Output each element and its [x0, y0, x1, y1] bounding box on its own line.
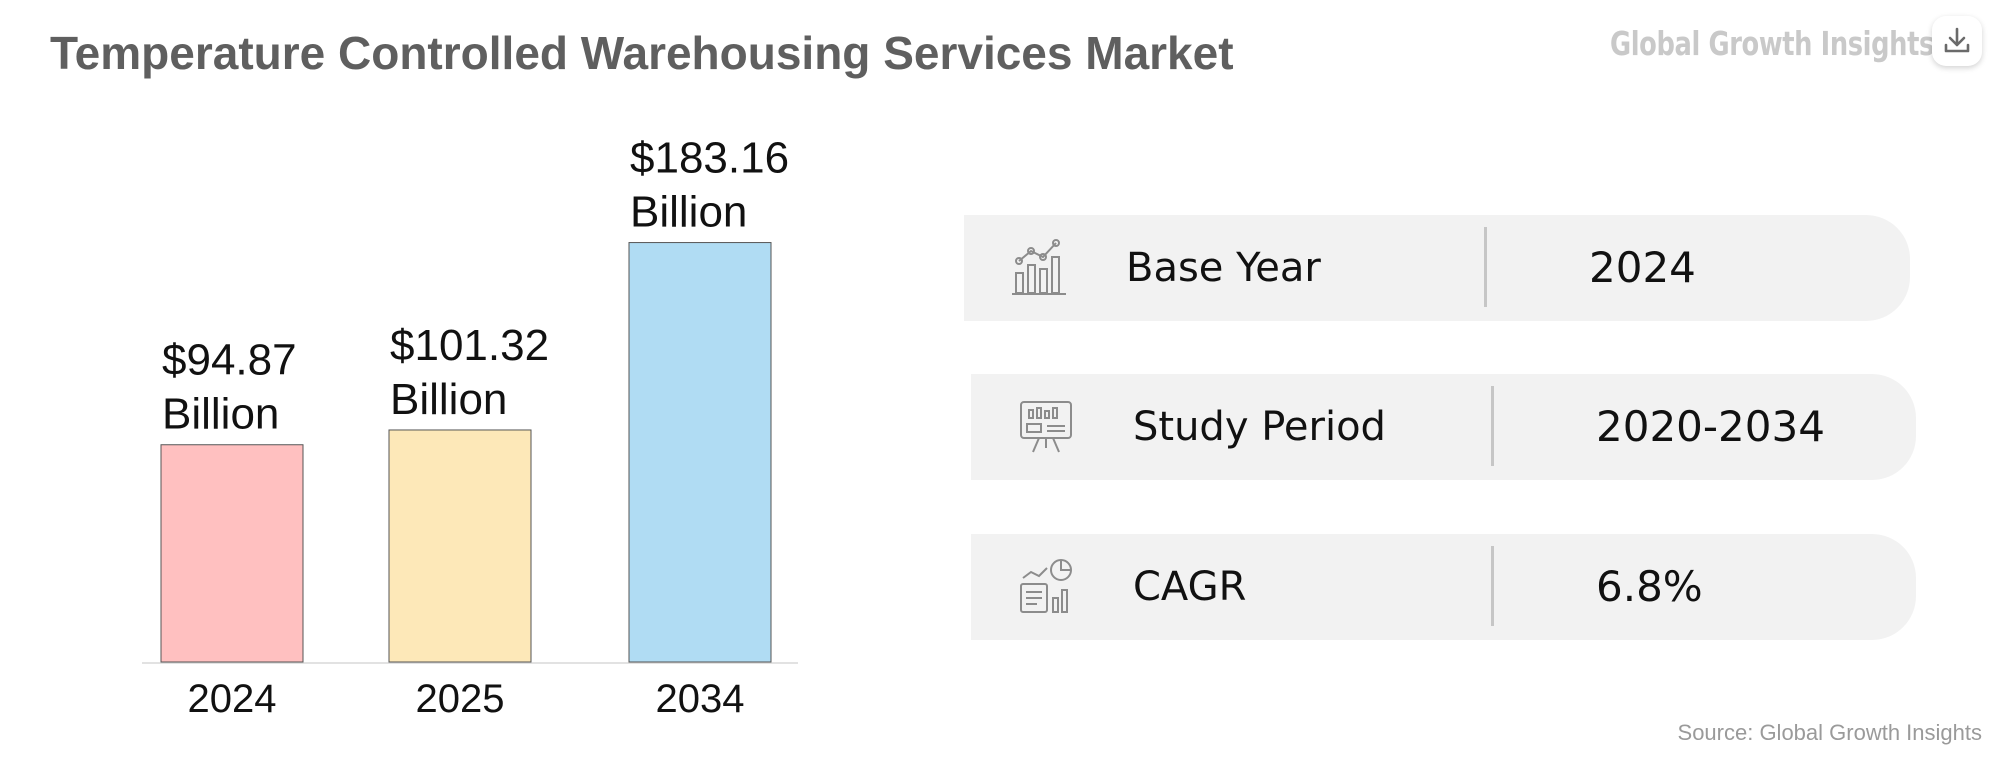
stat-value: 6.8% — [1596, 562, 1703, 611]
page-title: Temperature Controlled Warehousing Servi… — [50, 27, 1234, 79]
source-note: Source: Global Growth Insights — [1677, 720, 1982, 745]
bar-2034 — [628, 242, 772, 663]
stat-value: 2024 — [1589, 243, 1696, 292]
bar-value-label: $94.87 — [162, 336, 297, 385]
growth-report-icon — [1020, 559, 1072, 613]
x-tick-label: 2025 — [416, 677, 505, 721]
stat-label: CAGR — [1133, 564, 1247, 610]
bar-value-label: Billion — [630, 188, 747, 237]
stat-row-base-year: Base Year 2024 — [964, 215, 1910, 321]
stat-divider — [1491, 546, 1494, 626]
download-icon — [1944, 27, 1970, 53]
bar-chart: $94.87 Billion 2024 $101.32 Billion 2025 $183.… — [142, 134, 798, 721]
bar-value-label: Billion — [390, 375, 507, 424]
bar-value-label: $183.16 — [630, 134, 789, 183]
stat-row-study-period: Study Period 2020-2034 — [971, 374, 1916, 480]
stat-label: Study Period — [1133, 404, 1386, 450]
stat-label: Base Year — [1126, 245, 1321, 291]
stat-divider — [1491, 386, 1494, 466]
x-tick-label: 2034 — [656, 677, 745, 721]
bar-2025 — [388, 429, 532, 663]
x-tick-label: 2024 — [188, 677, 277, 721]
download-button[interactable] — [1932, 16, 1982, 66]
brand-logo-text: Global Growth Insights — [1610, 24, 1934, 63]
presentation-board-icon — [1020, 401, 1072, 453]
chart-analytics-icon — [1012, 239, 1066, 295]
bar-value-label: $101.32 — [390, 321, 549, 370]
stat-row-cagr: CAGR 6.8% — [971, 534, 1916, 640]
stat-value: 2020-2034 — [1596, 402, 1825, 451]
bar-2024 — [160, 444, 304, 663]
stat-divider — [1484, 227, 1487, 307]
bar-value-label: Billion — [162, 390, 279, 439]
